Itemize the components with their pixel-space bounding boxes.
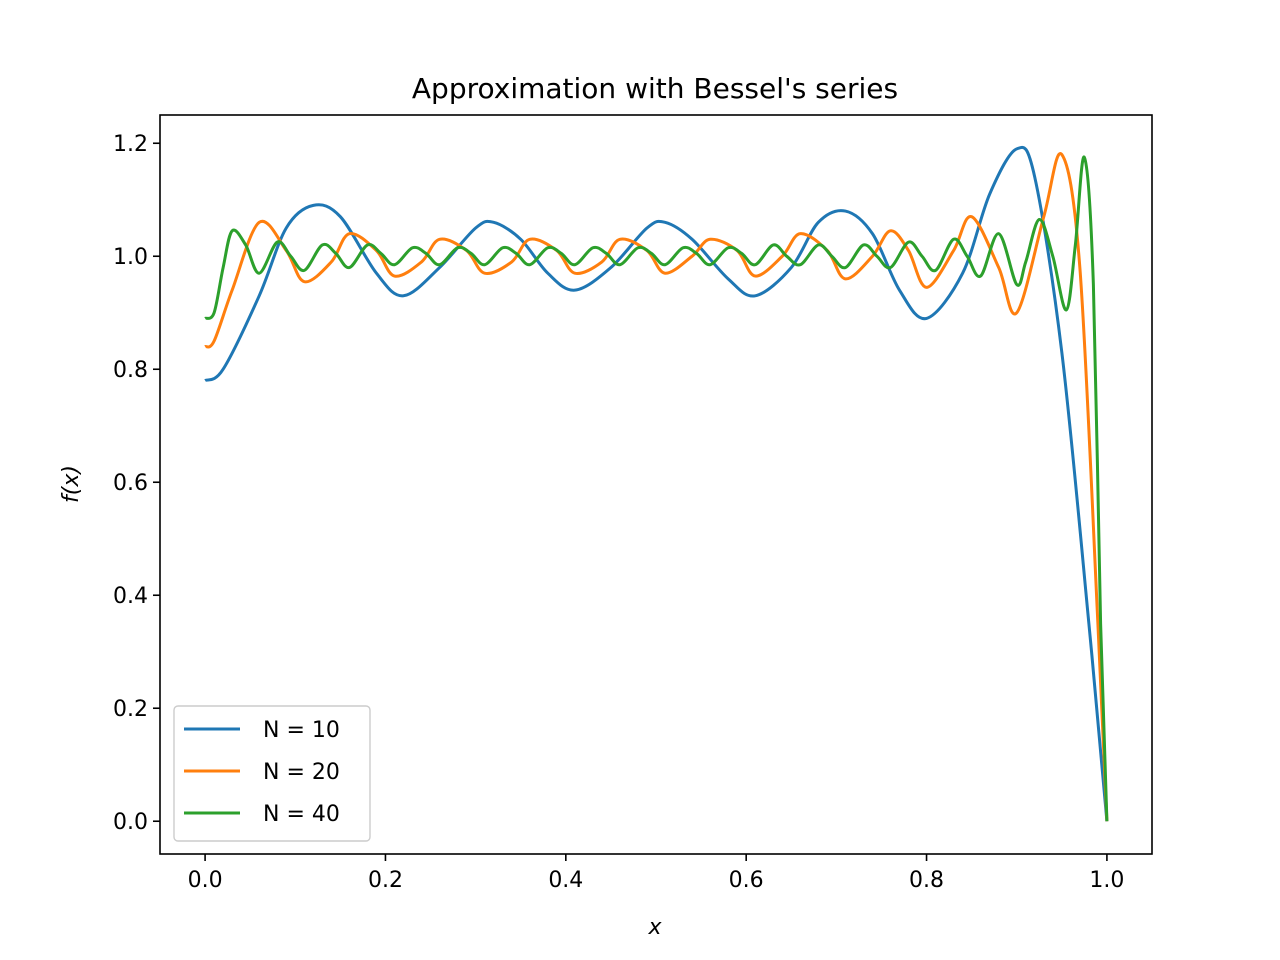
legend-label-3: N = 40 [263, 802, 340, 827]
x-tick-label: 0.4 [548, 868, 583, 893]
y-tick-label: 0.2 [113, 697, 148, 722]
plot-frame [159, 114, 1153, 855]
x-axis-label: x [647, 915, 662, 940]
series-line-3 [204, 155, 1109, 822]
x-tick-label: 0.0 [188, 868, 223, 893]
x-tick-label: 0.8 [909, 868, 944, 893]
y-tick-label: 0.8 [113, 358, 148, 383]
y-tick-label: 0.6 [113, 471, 148, 496]
x-tick-label: 0.6 [729, 868, 764, 893]
legend: N = 10 N = 20 N = 40 [173, 705, 371, 842]
y-axis-label: f(x) [59, 465, 84, 503]
y-tick-label: 1.2 [113, 132, 148, 157]
y-tick-label: 0.0 [113, 810, 148, 835]
legend-label-1: N = 10 [263, 718, 340, 743]
x-tick-label: 0.2 [368, 868, 403, 893]
legend-label-2: N = 20 [263, 760, 340, 785]
series-line-2 [204, 152, 1109, 822]
y-tick-label: 1.0 [113, 245, 148, 270]
chart-title: Approximation with Bessel's series [412, 72, 898, 105]
series-line-1 [204, 145, 1109, 822]
plot-area [204, 145, 1109, 822]
y-tick-label: 0.4 [113, 584, 148, 609]
y-axis-ticks: 0.0 0.2 0.4 0.6 0.8 1.0 1.2 [113, 132, 160, 835]
x-axis-ticks: 0.0 0.2 0.4 0.6 0.8 1.0 [188, 854, 1124, 893]
legend-box [173, 705, 371, 842]
x-tick-label: 1.0 [1089, 868, 1124, 893]
